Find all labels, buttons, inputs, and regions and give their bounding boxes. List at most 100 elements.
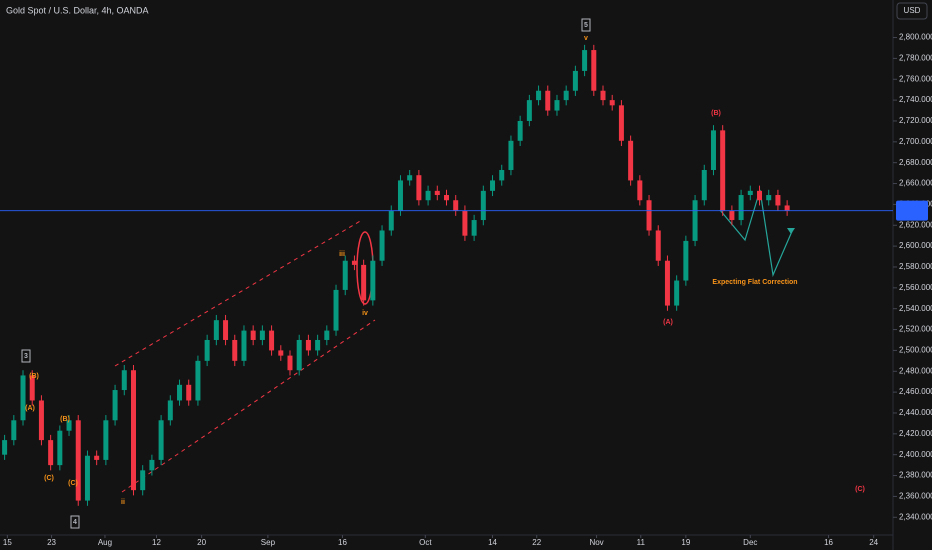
x-tick-label: Nov [589,538,603,547]
candle-body [729,210,735,221]
candle-body [784,205,790,211]
y-tick-label: 2,420.000 [899,429,932,438]
candle-body [609,100,615,106]
candle-body [554,100,560,111]
wave-label: ii [121,499,125,506]
y-tick-label: 2,780.000 [899,54,932,63]
candle-body [370,260,376,301]
candle-body [269,330,275,351]
y-tick-label: 2,680.000 [899,158,932,167]
candle-body [462,210,468,236]
candle-body [241,330,247,361]
x-tick-label: 14 [488,538,497,547]
y-tick-label: 2,360.000 [899,492,932,501]
candle-body [775,195,781,206]
candle-body [757,190,763,201]
candle-body [720,130,726,211]
candle-body [710,130,716,170]
wave-label: iii [339,251,345,258]
candle-body [683,240,689,281]
candle-body [536,90,542,101]
candle-body [20,375,26,421]
wave-label-box [581,18,591,32]
candle-body [388,210,394,231]
candle-body [490,180,496,191]
wave-label: (B) [29,373,39,380]
projection-path [719,189,794,278]
wave-label: 3 [24,353,28,360]
candle-body [628,140,634,181]
y-tick-label: 2,580.000 [899,262,932,271]
candle-body [397,180,403,211]
candle-body [471,220,477,236]
candle-body [342,260,348,290]
candle-body [664,260,670,306]
candle-body [287,355,293,371]
candle-body [416,175,422,201]
candle-body [747,190,753,196]
candle-body [232,339,238,361]
candle-body [149,459,155,471]
x-tick-label: Oct [419,538,432,547]
candle-body [591,50,597,91]
candle-body [112,390,118,421]
candle-body [637,180,643,201]
candle-body [94,455,100,460]
x-tick-label: Sep [261,538,276,547]
candle-body [692,200,698,241]
wave-label: (A) [663,319,673,326]
y-tick-label: 2,700.000 [899,137,932,146]
candle-body [195,360,201,401]
candle-body [655,230,661,261]
wave-label: (C) [68,480,78,487]
x-tick-label: 16 [338,538,347,547]
y-tick-label: 2,560.000 [899,283,932,292]
candle-body [57,430,63,466]
candle-body [499,169,505,181]
candle-body [213,320,219,340]
candle-body [305,339,311,351]
x-tick-label: 20 [197,538,206,547]
candle-body [563,90,569,101]
wave-label: (B) [711,110,721,117]
wave-label: (C) [44,475,54,482]
candle-body [48,440,54,466]
candle-body [250,330,256,340]
wave-label-box [70,515,80,529]
y-tick-label: 2,440.000 [899,408,932,417]
wave-label-box [21,349,31,363]
currency-button[interactable] [896,2,928,20]
symbol-title: Gold Spot / U.S. Dollar, 4h, OANDA [6,5,149,15]
candle-body [379,230,385,261]
candle-body [66,420,72,431]
candle-body [600,90,606,101]
y-tick-label: 2,400.000 [899,450,932,459]
candle-body [646,200,652,231]
currency-label[interactable]: USD [904,6,921,15]
y-tick-label: 2,760.000 [899,74,932,83]
y-tick-label: 2,740.000 [899,95,932,104]
candle-body [259,330,265,340]
y-tick-label: 2,660.000 [899,179,932,188]
candle-body [517,120,523,141]
candle-body [296,339,302,371]
x-tick-label: 15 [3,538,12,547]
projection-arrow [787,228,795,234]
wave-label: v [584,35,588,42]
x-tick-label: 19 [681,538,690,547]
channel-lower [121,319,376,493]
candle-body [738,195,744,221]
candle-body [223,320,229,340]
candle-body [361,264,367,301]
x-tick-label: Aug [98,538,112,547]
wave-label: Expecting Flat Correction [712,279,797,286]
candle-body [434,190,440,196]
x-tick-label: 16 [824,538,833,547]
candle-body [177,384,183,401]
candle-body [315,339,321,351]
candle-body [130,370,136,491]
y-tick-label: 2,380.000 [899,471,932,480]
candle-body [167,400,173,421]
x-tick-label: 11 [637,538,646,547]
y-tick-label: 2,480.000 [899,366,932,375]
